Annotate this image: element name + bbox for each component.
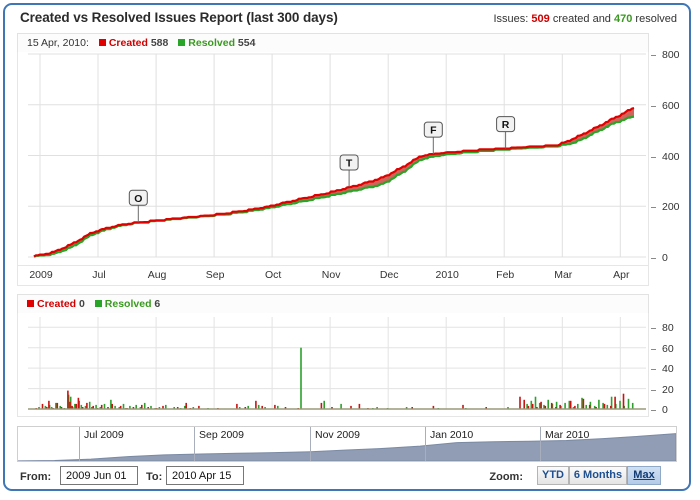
page-title: Created vs Resolved Issues Report (last … [20, 10, 338, 25]
navigator-tick-label: Sep 2009 [199, 429, 244, 441]
y-tick-label: 200 [662, 201, 680, 214]
navigator-tick [79, 427, 80, 461]
issues-created-word: created and [552, 13, 611, 25]
daily-y-axis: 0 20 40 60 80 [651, 313, 689, 419]
cumulative-svg: O T F R [28, 53, 646, 258]
from-date-input[interactable]: 2009 Jun 01 [60, 466, 138, 485]
zoom-button-max[interactable]: Max [627, 466, 661, 485]
cumulative-x-axis: 2009 Jul Aug Sep Oct Nov Dec 2010 Feb Mar Apr [17, 266, 649, 286]
y-tick [651, 410, 656, 411]
range-controls: From: 2009 Jun 01 To: 2010 Apr 15 Zoom: … [5, 464, 689, 489]
tooltip-created-label: Created [108, 37, 148, 49]
x-tick-label: Oct [264, 269, 282, 281]
from-label: From: [20, 471, 52, 483]
y-tick-label: 20 [662, 383, 674, 396]
y-tick [651, 389, 656, 391]
navigator-tick-label: Jan 2010 [430, 429, 474, 441]
daily-svg [28, 317, 646, 410]
cumulative-plot-area[interactable]: O T F R [17, 52, 649, 266]
y-tick-label: 40 [662, 363, 674, 376]
daily-chart-legend: Created 0 Resolved 6 [17, 294, 649, 313]
y-tick [651, 258, 656, 259]
navigator-svg [18, 433, 676, 461]
panel-header: Created vs Resolved Issues Report (last … [5, 5, 689, 33]
x-tick-label: Feb [496, 269, 515, 281]
svg-text:O: O [134, 193, 142, 205]
svg-text:T: T [346, 158, 353, 170]
legend2-resolved-label: Resolved [104, 298, 152, 310]
daily-chart-block: Created 0 Resolved 6 0 20 40 60 80 [17, 294, 677, 422]
daily-plot-area[interactable] [17, 313, 649, 417]
legend2-created-label: Created [37, 298, 77, 310]
issues-resolved-word: resolved [635, 13, 677, 25]
issues-created-count: 509 [531, 13, 550, 25]
zoom-button-6-months[interactable]: 6 Months [569, 466, 627, 485]
tooltip-created-value: 588 [150, 37, 169, 49]
y-tick-label: 800 [662, 49, 680, 61]
zoom-button-ytd[interactable]: YTD [537, 466, 569, 485]
navigator-tick-label: Mar 2010 [545, 429, 590, 441]
y-tick-label: 0 [662, 404, 668, 416]
y-tick [651, 348, 656, 350]
x-tick-label: Sep [205, 269, 225, 281]
y-tick-label: 0 [662, 252, 668, 264]
resolved-swatch-icon [178, 38, 186, 46]
navigator-tick-label: Nov 2009 [315, 429, 360, 441]
zoom-label: Zoom: [489, 471, 523, 483]
y-tick [651, 156, 656, 158]
y-tick-label: 60 [662, 342, 674, 355]
chart-tooltip-legend: 15 Apr, 2010: Created 588 Resolved 554 [17, 33, 649, 52]
cumulative-chart-block: 15 Apr, 2010: Created 588 Resolved 554 O… [17, 33, 680, 290]
cumulative-y-axis: 0 200 400 600 800 [651, 49, 689, 268]
issues-resolved-count: 470 [614, 13, 633, 25]
navigator-tick [540, 427, 541, 461]
report-panel: Created vs Resolved Issues Report (last … [3, 3, 691, 491]
navigator-tick [425, 427, 426, 461]
to-date-input[interactable]: 2010 Apr 15 [166, 466, 244, 485]
x-tick-label: Jul [92, 269, 106, 281]
to-label: To: [146, 471, 163, 483]
tooltip-date: 15 Apr, 2010: [27, 37, 89, 49]
y-tick-label: 400 [662, 150, 680, 163]
x-tick-label: Nov [321, 269, 341, 281]
y-tick [651, 55, 656, 56]
issues-summary: Issues: 509 created and 470 resolved [493, 13, 677, 25]
x-tick-label: 2010 [435, 269, 459, 281]
y-tick-label: 600 [662, 99, 680, 112]
x-tick-label: Dec [379, 269, 399, 281]
legend2-created-value: 0 [79, 298, 85, 310]
y-tick [651, 369, 656, 371]
y-tick-label: 80 [662, 322, 674, 335]
navigator-tick-label: Jul 2009 [84, 429, 124, 441]
created-swatch-icon [98, 38, 106, 46]
y-tick [651, 105, 656, 107]
navigator-tick [310, 427, 311, 461]
x-tick-label: Mar [554, 269, 573, 281]
legend2-resolved-value: 6 [154, 298, 161, 310]
x-tick-label: Apr [613, 269, 630, 281]
tooltip-resolved-label: Resolved [188, 37, 235, 49]
range-navigator[interactable]: Jul 2009 Sep 2009 Nov 2009 Jan 2010 Mar 2010 [17, 426, 677, 462]
issues-prefix: Issues: [493, 13, 529, 25]
tooltip-resolved-value: 554 [237, 37, 256, 49]
navigator-tick [194, 427, 195, 461]
y-tick [651, 328, 656, 330]
x-tick-label: 2009 [29, 269, 53, 281]
svg-text:R: R [502, 119, 510, 131]
resolved-swatch-icon-2 [94, 299, 102, 307]
x-tick-label: Aug [147, 269, 167, 281]
y-tick [651, 207, 656, 209]
created-swatch-icon-2 [27, 299, 34, 307]
svg-text:F: F [430, 125, 437, 137]
